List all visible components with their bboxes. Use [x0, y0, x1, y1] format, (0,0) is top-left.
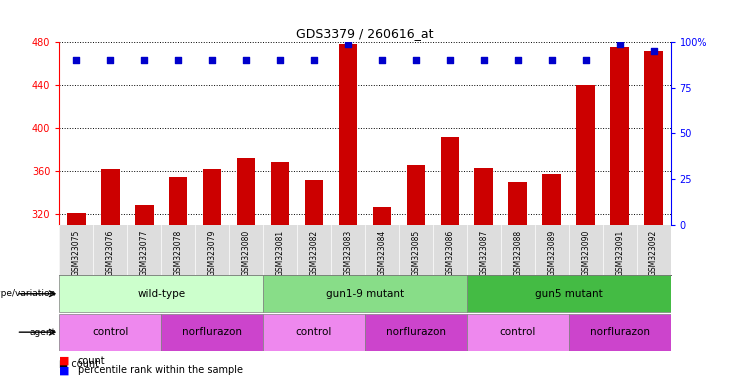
Point — [478, 58, 490, 64]
Bar — [611, 46, 629, 225]
Text: count: count — [78, 356, 105, 366]
Point — [274, 58, 286, 64]
Bar — [474, 168, 494, 225]
Text: GSM323076: GSM323076 — [106, 230, 115, 276]
Bar — [263, 314, 365, 351]
Point — [546, 58, 558, 64]
Text: norflurazon: norflurazon — [386, 327, 446, 337]
Bar — [270, 162, 290, 225]
Bar — [236, 158, 256, 225]
Point — [376, 58, 388, 64]
Point — [614, 41, 625, 47]
Text: GSM323092: GSM323092 — [649, 230, 658, 276]
Text: GSM323078: GSM323078 — [173, 230, 182, 276]
Point — [240, 58, 252, 64]
Bar — [569, 314, 671, 351]
Text: agent: agent — [30, 328, 56, 337]
Text: GSM323084: GSM323084 — [377, 230, 386, 276]
Point — [206, 58, 218, 64]
Bar — [440, 137, 459, 225]
Point — [648, 48, 659, 55]
Text: GSM323088: GSM323088 — [514, 230, 522, 276]
Text: control: control — [499, 327, 536, 337]
Bar — [169, 177, 187, 225]
Point — [172, 58, 184, 64]
Point — [410, 58, 422, 64]
Point — [512, 58, 524, 64]
Bar — [67, 213, 86, 225]
Text: gun1-9 mutant: gun1-9 mutant — [326, 289, 404, 299]
Bar — [467, 275, 671, 312]
Bar — [59, 314, 161, 351]
Title: GDS3379 / 260616_at: GDS3379 / 260616_at — [296, 26, 433, 40]
Text: GSM323085: GSM323085 — [411, 230, 420, 276]
Point — [104, 58, 116, 64]
Text: ■: ■ — [59, 365, 70, 375]
Point — [139, 58, 150, 64]
Text: percentile rank within the sample: percentile rank within the sample — [78, 365, 243, 375]
Text: ■ count: ■ count — [59, 359, 99, 369]
Bar — [542, 174, 561, 225]
Bar — [407, 165, 425, 225]
Point — [70, 58, 82, 64]
Text: norflurazon: norflurazon — [182, 327, 242, 337]
Text: GSM323087: GSM323087 — [479, 230, 488, 276]
Bar — [576, 85, 595, 225]
Point — [342, 41, 354, 47]
Point — [444, 58, 456, 64]
Text: GSM323075: GSM323075 — [72, 230, 81, 276]
Text: GSM323091: GSM323091 — [615, 230, 624, 276]
Bar — [101, 169, 119, 225]
Text: GSM323082: GSM323082 — [310, 230, 319, 276]
Text: GSM323089: GSM323089 — [548, 230, 556, 276]
Bar — [365, 314, 467, 351]
Bar — [644, 51, 663, 225]
Bar — [162, 314, 263, 351]
Text: gun5 mutant: gun5 mutant — [535, 289, 602, 299]
Bar — [263, 275, 467, 312]
Text: ■: ■ — [59, 356, 70, 366]
Text: GSM323077: GSM323077 — [140, 230, 149, 276]
Text: GSM323080: GSM323080 — [242, 230, 250, 276]
Bar — [467, 314, 569, 351]
Bar — [339, 45, 357, 225]
Bar — [508, 182, 527, 225]
Point — [308, 58, 320, 64]
Text: GSM323090: GSM323090 — [581, 230, 590, 276]
Text: control: control — [296, 327, 332, 337]
Text: GSM323086: GSM323086 — [445, 230, 454, 276]
Text: genotype/variation: genotype/variation — [0, 289, 56, 298]
Text: wild-type: wild-type — [137, 289, 185, 299]
Point — [579, 58, 591, 64]
Bar — [373, 207, 391, 225]
Text: control: control — [92, 327, 128, 337]
Bar — [59, 275, 263, 312]
Text: GSM323083: GSM323083 — [344, 230, 353, 276]
Bar — [203, 169, 222, 225]
Text: GSM323079: GSM323079 — [207, 230, 216, 276]
Text: norflurazon: norflurazon — [590, 327, 650, 337]
Bar — [135, 205, 153, 225]
Text: GSM323081: GSM323081 — [276, 230, 285, 276]
Bar — [305, 180, 323, 225]
